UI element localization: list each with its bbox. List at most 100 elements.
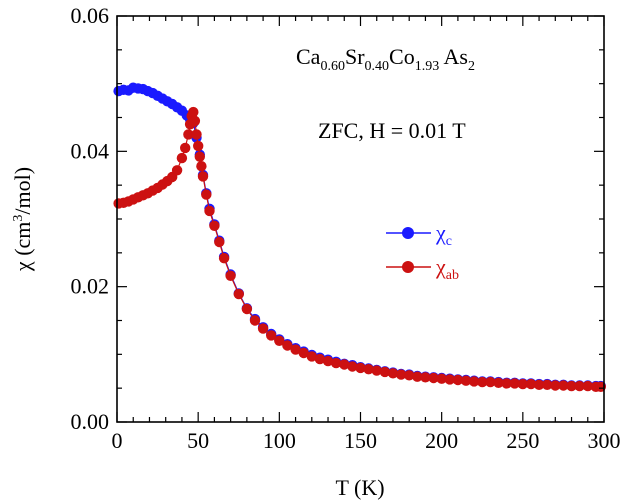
data-point-ab [188, 106, 199, 118]
data-point-ab [180, 142, 191, 154]
data-point-ab [214, 236, 225, 248]
data-point-ab [550, 380, 561, 391]
legend-marker-ab [402, 261, 414, 273]
x-tick-label: 50 [187, 428, 209, 453]
y-axis-label: χ (cm3/mol) [10, 167, 35, 272]
legend-subscript: ab [446, 268, 459, 283]
data-point-ab [452, 374, 464, 386]
data-point-ab [509, 378, 520, 389]
data-point-ab [493, 377, 504, 388]
data-point-ab [290, 344, 301, 355]
y-axis-label-tail: /mol) [10, 167, 35, 215]
data-point-ab [404, 370, 415, 381]
data-point-ab [209, 220, 220, 231]
formula-subscript: 0.40 [365, 59, 390, 74]
data-point-ab [171, 165, 183, 176]
formula-element: Sr [345, 44, 365, 69]
data-point-ab [428, 372, 439, 384]
legend-label-c: χc [435, 220, 452, 249]
plot-frame [116, 15, 605, 423]
data-point-ab [339, 359, 350, 370]
data-point-ab [355, 362, 366, 374]
data-point-ab [241, 303, 253, 315]
y-axis-label-main: χ (cm [10, 222, 35, 272]
y-axis-label-sup: 3 [11, 215, 26, 222]
series-ab [113, 106, 606, 392]
data-point-ab [233, 288, 244, 300]
data-point-ab [194, 151, 205, 162]
data-point-ab [582, 380, 593, 392]
x-tick-label: 0 [112, 428, 123, 453]
data-point-ab [249, 315, 261, 326]
data-point-ab [322, 355, 334, 367]
y-tick-label: 0.06 [71, 3, 110, 28]
data-point-ab [266, 330, 277, 341]
legend-symbol: χ [435, 220, 446, 245]
formula-element: Ca [296, 44, 321, 69]
data-point-ab [542, 379, 553, 390]
formula-element: Co [389, 44, 415, 69]
data-point-ab [501, 378, 512, 389]
data-point-ab [257, 323, 269, 334]
condition-annotation: ZFC, H = 0.01 T [318, 118, 466, 143]
y-tick-label: 0.04 [71, 138, 110, 163]
formula-element: As [439, 44, 468, 69]
data-point-ab [193, 140, 204, 152]
data-point-ab [436, 373, 447, 384]
data-point-ab [363, 364, 374, 375]
data-point-ab [566, 380, 577, 392]
data-point-ab [298, 347, 309, 359]
formula-subscript: 1.93 [415, 59, 440, 74]
y-tick-label: 0.02 [71, 274, 110, 299]
data-point-ab [468, 376, 480, 387]
data-point-ab [412, 371, 423, 382]
legend-subscript: c [446, 234, 452, 249]
compound-annotation: Ca0.60Sr0.40Co1.93 As2 [296, 44, 475, 74]
data-point-ab [533, 379, 545, 390]
data-point-ab [395, 369, 407, 380]
data-point-ab [191, 129, 202, 140]
x-axis-label: T (K) [335, 475, 384, 500]
data-point-ab [485, 376, 496, 388]
formula-subscript: 2 [468, 59, 475, 74]
data-point-ab [314, 353, 326, 365]
data-point-ab [176, 152, 188, 164]
data-point-ab [574, 380, 585, 392]
y-tick-label: 0.00 [71, 409, 110, 434]
data-point-ab [330, 357, 342, 369]
data-point-ab [460, 375, 472, 386]
tick-layer: 0 50 100 150 200 250 300 0.00 0.02 0.04 0.06 [71, 3, 621, 453]
data-point-ab [196, 161, 207, 172]
data-point-ab [444, 374, 455, 385]
data-point-ab [420, 372, 431, 383]
data-point-ab [282, 340, 293, 351]
data-point-ab [204, 205, 215, 217]
x-tick-label: 300 [588, 428, 621, 453]
legend-marker-c [402, 227, 414, 239]
data-point-ab [183, 129, 194, 140]
data-point-ab [525, 378, 537, 390]
data-point-ab [274, 335, 285, 346]
data-point-ab [517, 378, 528, 390]
data-point-ab [371, 365, 382, 376]
x-tick-label: 150 [344, 428, 377, 453]
formula-subscript: 0.60 [320, 59, 345, 74]
x-tick-label: 250 [506, 428, 539, 453]
legend-label-ab: χab [435, 254, 459, 283]
data-point-ab [387, 368, 399, 379]
data-point-ab [558, 380, 569, 391]
x-tick-label: 100 [263, 428, 296, 453]
data-point-ab [306, 351, 317, 362]
data-point-ab [189, 115, 201, 127]
data-point-ab [379, 366, 391, 378]
data-point-ab [347, 361, 358, 372]
series-line-ab [118, 109, 601, 388]
data-point-ab [477, 376, 488, 388]
data-point-ab [197, 171, 209, 182]
data-point-ab [218, 253, 230, 264]
data-point-ab [225, 270, 236, 281]
legend-symbol: χ [435, 254, 446, 279]
data-point-ab [201, 189, 212, 200]
